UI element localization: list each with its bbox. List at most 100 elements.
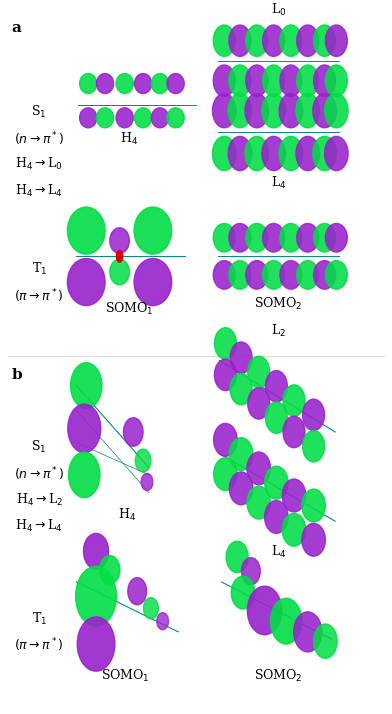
Ellipse shape [248, 388, 270, 419]
Ellipse shape [302, 523, 325, 556]
Text: H$_4\rightarrow$L$_4$: H$_4\rightarrow$L$_4$ [15, 518, 63, 535]
Ellipse shape [314, 65, 336, 96]
Ellipse shape [265, 501, 288, 533]
Ellipse shape [262, 94, 285, 128]
Text: $(\pi \rightarrow \pi^*)$: $(\pi \rightarrow \pi^*)$ [14, 287, 64, 305]
Ellipse shape [123, 418, 143, 446]
Text: T$_1$: T$_1$ [32, 610, 47, 627]
Ellipse shape [228, 94, 252, 128]
Ellipse shape [247, 486, 270, 519]
Ellipse shape [265, 371, 287, 402]
Ellipse shape [116, 108, 133, 128]
Ellipse shape [247, 586, 282, 635]
Text: SOMO$_2$: SOMO$_2$ [254, 668, 303, 684]
Ellipse shape [67, 258, 105, 306]
Ellipse shape [212, 94, 236, 128]
Ellipse shape [116, 251, 123, 262]
Ellipse shape [313, 94, 336, 128]
Ellipse shape [314, 223, 336, 252]
Text: $(\pi \rightarrow \pi^*)$: $(\pi \rightarrow \pi^*)$ [14, 637, 64, 655]
Ellipse shape [134, 207, 172, 254]
Ellipse shape [230, 373, 252, 405]
Ellipse shape [283, 416, 305, 448]
Ellipse shape [214, 328, 236, 359]
Ellipse shape [325, 94, 348, 128]
Ellipse shape [283, 385, 305, 416]
Ellipse shape [80, 108, 97, 128]
Ellipse shape [296, 94, 319, 128]
Ellipse shape [134, 74, 152, 94]
Ellipse shape [282, 479, 306, 512]
Ellipse shape [229, 223, 251, 252]
Ellipse shape [214, 458, 237, 491]
Ellipse shape [212, 136, 236, 171]
Ellipse shape [263, 65, 285, 96]
Text: L$_2$: L$_2$ [271, 323, 286, 339]
Ellipse shape [80, 74, 97, 94]
Ellipse shape [135, 449, 151, 472]
Ellipse shape [279, 94, 303, 128]
Text: H$_4\rightarrow$L$_2$: H$_4\rightarrow$L$_2$ [16, 492, 63, 508]
Ellipse shape [246, 223, 268, 252]
Text: L$_4$: L$_4$ [270, 544, 286, 560]
Ellipse shape [263, 223, 285, 252]
Ellipse shape [245, 136, 269, 171]
Ellipse shape [68, 404, 101, 453]
Ellipse shape [302, 489, 325, 522]
Ellipse shape [314, 624, 337, 658]
Ellipse shape [246, 65, 268, 96]
Text: SOMO$_1$: SOMO$_1$ [101, 668, 150, 684]
Ellipse shape [151, 108, 169, 128]
Ellipse shape [280, 65, 302, 96]
Ellipse shape [229, 438, 253, 471]
Ellipse shape [157, 613, 169, 630]
Text: L$_4$: L$_4$ [270, 175, 286, 191]
Ellipse shape [134, 258, 172, 306]
Ellipse shape [110, 259, 129, 285]
Ellipse shape [248, 356, 270, 388]
Ellipse shape [83, 533, 109, 569]
Ellipse shape [297, 223, 319, 252]
Text: $(n \rightarrow \pi^*)$: $(n \rightarrow \pi^*)$ [14, 130, 64, 148]
Ellipse shape [314, 261, 336, 289]
Ellipse shape [297, 65, 319, 96]
Ellipse shape [167, 108, 184, 128]
Text: L$_0$: L$_0$ [270, 1, 286, 18]
Text: SOMO$_1$: SOMO$_1$ [105, 301, 154, 317]
Ellipse shape [325, 65, 347, 96]
Ellipse shape [214, 423, 237, 456]
Ellipse shape [229, 25, 251, 56]
Ellipse shape [228, 136, 252, 171]
Ellipse shape [296, 136, 319, 171]
Ellipse shape [116, 74, 133, 94]
Text: S$_1$: S$_1$ [31, 104, 47, 120]
Text: SOMO$_2$: SOMO$_2$ [254, 296, 303, 312]
Ellipse shape [263, 261, 285, 289]
Ellipse shape [141, 473, 153, 491]
Ellipse shape [71, 363, 102, 408]
Ellipse shape [213, 25, 235, 56]
Ellipse shape [280, 25, 302, 56]
Ellipse shape [245, 94, 269, 128]
Ellipse shape [134, 108, 152, 128]
Ellipse shape [128, 578, 147, 605]
Text: H$_4$: H$_4$ [120, 131, 138, 147]
Ellipse shape [265, 466, 288, 499]
Ellipse shape [213, 65, 235, 96]
Ellipse shape [67, 207, 105, 254]
Text: b: b [12, 368, 22, 382]
Ellipse shape [297, 25, 319, 56]
Text: H$_4\rightarrow$L$_4$: H$_4\rightarrow$L$_4$ [15, 183, 63, 199]
Ellipse shape [213, 223, 235, 252]
Ellipse shape [229, 472, 253, 505]
Ellipse shape [262, 136, 285, 171]
Ellipse shape [325, 223, 347, 252]
Ellipse shape [297, 261, 319, 289]
Ellipse shape [167, 74, 184, 94]
Ellipse shape [76, 566, 116, 626]
Ellipse shape [313, 136, 336, 171]
Ellipse shape [214, 359, 236, 391]
Ellipse shape [246, 25, 268, 56]
Ellipse shape [229, 65, 251, 96]
Ellipse shape [270, 598, 302, 644]
